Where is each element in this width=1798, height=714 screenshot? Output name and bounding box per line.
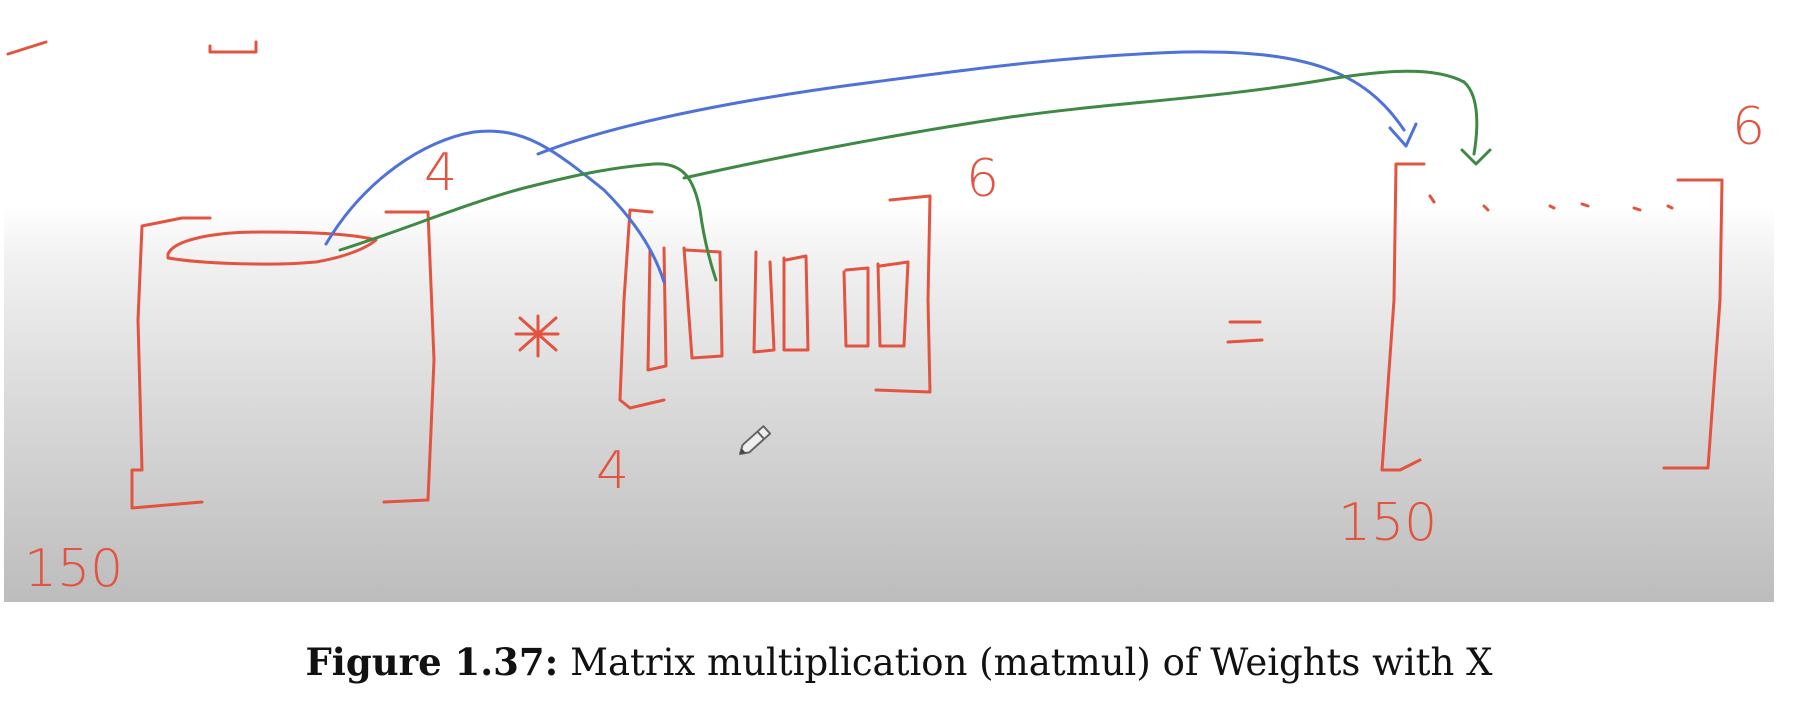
left-matrix bbox=[130, 210, 436, 510]
weights-column-5 bbox=[842, 266, 870, 348]
left-matrix-right-bracket bbox=[382, 210, 436, 504]
blue-arrow-to-result bbox=[536, 50, 1406, 156]
green-arrow-to-result bbox=[682, 69, 1479, 180]
matmul-sketch: 4 150 4 6 6 150 bbox=[6, 40, 1765, 599]
result-right-bracket bbox=[1662, 178, 1724, 470]
caption-prefix: Figure 1.37: bbox=[305, 640, 559, 684]
blue-arrowhead bbox=[1388, 122, 1418, 148]
equals-symbol bbox=[1226, 320, 1264, 344]
left-matrix-cols-label: 4 bbox=[424, 143, 457, 203]
result-first-row-dots bbox=[1428, 194, 1674, 212]
figure-caption: Figure 1.37: Matrix multiplication (matm… bbox=[0, 640, 1798, 684]
blue-arrow bbox=[324, 50, 1418, 284]
left-matrix-highlighted-row bbox=[166, 230, 378, 266]
stray-stroke bbox=[6, 40, 48, 56]
weights-column-6 bbox=[876, 260, 910, 348]
caption-text: Matrix multiplication (matmul) of Weight… bbox=[570, 641, 1493, 684]
weights-cols-label: 6 bbox=[966, 149, 999, 209]
weights-column-4 bbox=[782, 254, 810, 352]
blue-arrow-row-to-column bbox=[324, 129, 666, 284]
green-arrowhead bbox=[1460, 148, 1492, 166]
figure-image: 4 150 4 6 6 150 bbox=[4, 0, 1774, 602]
pencil-cursor-icon bbox=[739, 425, 772, 455]
left-matrix-rows-label: 150 bbox=[24, 539, 123, 599]
green-arrow bbox=[338, 69, 1492, 282]
weights-left-bracket bbox=[618, 208, 666, 410]
weights-rows-label: 4 bbox=[596, 441, 629, 501]
weights-column-2 bbox=[682, 246, 724, 360]
multiply-star-strokes bbox=[514, 314, 560, 358]
left-matrix-left-bracket bbox=[130, 216, 212, 510]
result-matrix bbox=[1380, 162, 1724, 472]
weights-column-3 bbox=[752, 250, 776, 354]
stray-bracket-stroke bbox=[208, 40, 258, 54]
weights-column-1 bbox=[646, 246, 668, 372]
green-arrow-row-to-column bbox=[338, 162, 718, 282]
multiply-symbol bbox=[514, 314, 560, 358]
result-left-bracket bbox=[1380, 162, 1426, 472]
weights-matrix bbox=[618, 194, 932, 410]
weights-right-bracket bbox=[874, 194, 932, 394]
equals-strokes bbox=[1226, 320, 1264, 344]
result-rows-label: 150 bbox=[1338, 493, 1437, 553]
result-cols-label: 6 bbox=[1732, 97, 1765, 157]
